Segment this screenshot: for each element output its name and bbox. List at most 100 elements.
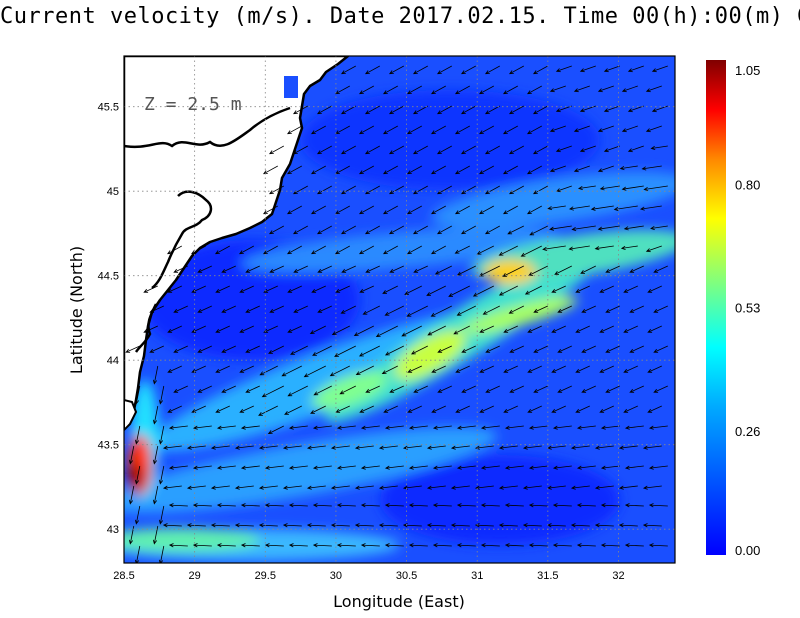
velocity-arrow bbox=[192, 465, 212, 470]
velocity-arrow bbox=[384, 305, 404, 316]
velocity-arrow bbox=[430, 85, 446, 95]
velocity-arrow bbox=[412, 65, 428, 75]
velocity-arrow bbox=[549, 85, 566, 93]
velocity-arrow bbox=[412, 225, 428, 235]
velocity-arrow bbox=[647, 325, 662, 333]
velocity-arrow bbox=[143, 285, 158, 293]
velocity-arrow bbox=[125, 345, 140, 353]
velocity-arrow bbox=[552, 465, 572, 470]
velocity-arrow bbox=[152, 445, 159, 465]
velocity-arrow bbox=[502, 85, 518, 95]
velocity-arrow bbox=[599, 325, 614, 333]
velocity-arrow bbox=[162, 523, 182, 528]
velocity-arrow bbox=[597, 85, 614, 93]
velocity-arrow bbox=[460, 105, 476, 115]
velocity-arrow bbox=[557, 305, 572, 313]
velocity-arrow bbox=[316, 145, 332, 155]
velocity-arrow bbox=[334, 345, 356, 357]
velocity-arrow bbox=[456, 425, 476, 430]
velocity-arrow bbox=[238, 245, 254, 255]
velocity-arrow bbox=[526, 205, 542, 215]
velocity-arrow bbox=[364, 65, 380, 75]
velocity-arrow bbox=[605, 345, 620, 353]
velocity-arrow bbox=[173, 385, 188, 393]
velocity-arrow bbox=[448, 285, 470, 297]
chart-title: Current velocity (m/s). Date 2017.02.15.… bbox=[0, 4, 800, 29]
velocity-arrow bbox=[215, 325, 230, 333]
velocity-arrow bbox=[329, 365, 350, 377]
velocity-arrow bbox=[590, 205, 614, 211]
velocity-arrow bbox=[653, 385, 668, 393]
velocity-arrow bbox=[358, 165, 374, 175]
velocity-arrow bbox=[334, 85, 350, 95]
velocity-arrow bbox=[210, 445, 230, 450]
velocity-arrow bbox=[281, 365, 302, 377]
velocity-arrow bbox=[186, 445, 206, 450]
velocity-arrow bbox=[520, 245, 542, 257]
velocity-arrow bbox=[330, 445, 350, 450]
velocity-arrow bbox=[267, 425, 284, 435]
x-axis-label: Longitude (East) bbox=[333, 592, 465, 611]
velocity-arrow bbox=[259, 365, 278, 376]
velocity-arrow bbox=[158, 385, 165, 405]
velocity-arrow bbox=[573, 85, 590, 93]
velocity-arrow bbox=[532, 105, 548, 115]
velocity-arrow bbox=[408, 543, 428, 548]
velocity-arrow bbox=[456, 503, 476, 508]
velocity-arrow bbox=[432, 503, 452, 508]
velocity-arrow bbox=[599, 405, 614, 413]
velocity-arrow bbox=[240, 503, 260, 508]
velocity-arrow bbox=[484, 105, 500, 115]
velocity-arrow bbox=[263, 285, 278, 293]
velocity-arrow bbox=[362, 305, 380, 315]
velocity-arrow bbox=[532, 145, 548, 155]
velocity-arrow bbox=[624, 425, 644, 430]
velocity-arrow bbox=[360, 425, 380, 430]
velocity-arrow bbox=[173, 265, 188, 273]
velocity-arrow bbox=[388, 225, 404, 235]
velocity-arrow bbox=[143, 325, 158, 333]
velocity-arrow bbox=[173, 345, 188, 353]
velocity-arrow bbox=[456, 543, 476, 548]
velocity-arrow bbox=[597, 165, 614, 173]
velocity-arrow bbox=[286, 245, 302, 255]
velocity-arrow bbox=[288, 425, 308, 430]
velocity-arrow bbox=[432, 465, 452, 470]
velocity-arrow bbox=[197, 385, 212, 393]
velocity-arrow bbox=[642, 485, 662, 490]
velocity-arrow bbox=[340, 225, 356, 235]
velocity-arrow bbox=[529, 225, 548, 236]
velocity-arrow bbox=[168, 543, 188, 548]
velocity-arrow bbox=[478, 205, 494, 215]
velocity-arrow bbox=[310, 125, 326, 135]
velocity-arrow bbox=[503, 365, 518, 373]
velocity-arrow bbox=[581, 305, 596, 313]
y-tick-label: 45 bbox=[107, 186, 119, 198]
y-tick-label: 44 bbox=[107, 355, 119, 367]
x-tick-label: 30 bbox=[330, 570, 342, 582]
velocity-arrow bbox=[504, 425, 524, 430]
velocity-arrow bbox=[484, 145, 500, 155]
plot-frame bbox=[123, 55, 676, 564]
velocity-arrow bbox=[528, 465, 548, 470]
velocity-arrow bbox=[621, 125, 638, 133]
velocity-arrow bbox=[389, 265, 404, 273]
velocity-arrow bbox=[359, 285, 374, 293]
velocity-arrow bbox=[286, 165, 302, 175]
x-tick-label: 28.5 bbox=[113, 570, 134, 582]
velocity-arrow bbox=[410, 345, 428, 355]
velocity-arrow bbox=[594, 485, 614, 490]
velocity-arrow bbox=[504, 465, 524, 470]
velocity-arrow bbox=[364, 225, 380, 235]
velocity-arrow bbox=[383, 405, 398, 413]
velocity-arrow bbox=[360, 543, 380, 548]
velocity-arrow bbox=[359, 345, 380, 357]
velocity-arrow bbox=[474, 485, 494, 490]
velocity-arrow bbox=[210, 523, 230, 528]
velocity-arrow bbox=[173, 305, 188, 313]
x-tick-label: 31 bbox=[471, 570, 483, 582]
velocity-arrow bbox=[158, 425, 165, 445]
velocity-arrow bbox=[288, 503, 308, 508]
velocity-arrow bbox=[645, 245, 662, 253]
velocity-arrow bbox=[600, 503, 620, 508]
